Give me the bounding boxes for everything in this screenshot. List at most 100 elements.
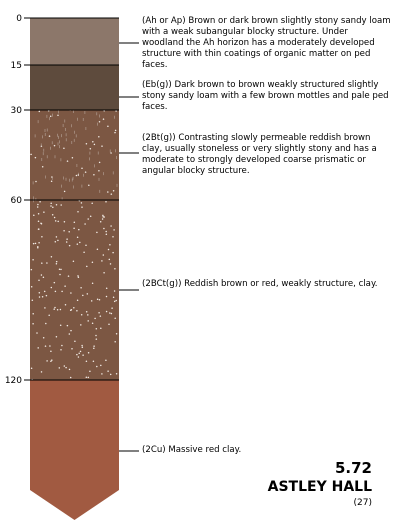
stone-dot — [86, 293, 89, 295]
horizon-ah-description: (Ah or Ap) Brown or dark brown slightly … — [142, 16, 391, 70]
stone-dot — [98, 136, 100, 138]
stone-dot — [68, 368, 71, 371]
stone-dot — [109, 243, 111, 246]
stone-dot — [110, 193, 113, 195]
stone-dot — [91, 322, 94, 325]
stone-dot — [38, 296, 41, 298]
stone-dot — [101, 145, 103, 147]
stone-dot — [109, 263, 112, 265]
stone-dot — [38, 291, 41, 294]
stone-dot — [78, 352, 80, 355]
horizon-2cu — [30, 380, 119, 520]
stone-dot — [114, 341, 116, 343]
stone-dot — [80, 314, 83, 316]
depth-label-30: 30 — [10, 106, 22, 116]
stone-dot — [40, 274, 43, 276]
stone-dot — [76, 243, 79, 245]
stone-dot — [91, 261, 94, 263]
stone-dot — [72, 260, 75, 263]
stone-dot — [98, 299, 101, 301]
stone-dot — [82, 354, 84, 356]
stone-dot — [50, 202, 52, 204]
horizon-2bt — [30, 110, 119, 200]
stone-dot — [41, 262, 43, 264]
stone-dot — [37, 247, 39, 249]
stone-dot — [85, 311, 88, 313]
stone-dot — [66, 324, 69, 327]
stone-dot — [103, 216, 105, 218]
stone-dot — [40, 222, 42, 224]
stone-dot — [87, 376, 90, 379]
depth-ticks — [24, 17, 119, 381]
stone-dot — [61, 290, 63, 293]
stone-dot — [42, 336, 45, 339]
stone-dot — [70, 292, 72, 294]
stone-dot — [55, 263, 58, 265]
stone-dot — [48, 314, 50, 317]
stone-dot — [80, 202, 83, 204]
stone-dot — [77, 356, 80, 358]
stone-dot — [102, 214, 104, 217]
stone-dot — [37, 212, 40, 215]
stone-dot — [92, 140, 94, 143]
stone-dot — [113, 290, 116, 292]
stone-dot — [113, 229, 115, 231]
stone-dot — [114, 268, 116, 270]
stone-dot — [81, 344, 83, 347]
stone-dot — [85, 244, 87, 247]
stone-dot — [57, 239, 59, 242]
horizon-2bt-description: (2Bt(g)) Contrasting slowly permeable re… — [142, 133, 377, 176]
stone-dot — [56, 309, 59, 311]
stone-dot — [80, 286, 82, 289]
stone-dot — [41, 235, 43, 238]
stone-dot — [82, 294, 84, 297]
stone-dot — [37, 245, 39, 248]
stone-dot — [39, 201, 41, 203]
stone-dot — [55, 204, 58, 206]
stone-dot — [68, 244, 71, 247]
stone-dot — [90, 300, 93, 302]
stone-dot — [98, 120, 101, 123]
stone-dot — [50, 180, 53, 183]
stone-dot — [76, 299, 79, 301]
stone-dot — [108, 323, 110, 325]
stone-dot — [40, 371, 43, 373]
depth-label-15: 15 — [10, 61, 22, 71]
stone-dot — [76, 353, 78, 356]
stone-dot — [66, 238, 68, 240]
stone-dot — [51, 359, 53, 361]
horizon-2bct-description: (2BCt(g)) Reddish brown or red, weakly s… — [142, 279, 378, 289]
stone-dot — [59, 308, 62, 311]
stone-dot — [50, 350, 52, 352]
stone-dot — [102, 254, 105, 256]
stone-dot — [93, 345, 95, 347]
stone-dot — [53, 216, 56, 219]
stone-dot — [43, 211, 45, 213]
stone-dot — [32, 258, 34, 261]
stone-dot — [80, 324, 82, 326]
stone-dot — [95, 338, 98, 340]
stone-dot — [93, 174, 95, 176]
stone-dot — [34, 242, 37, 245]
stone-dot — [93, 347, 95, 350]
stone-dot — [110, 312, 113, 315]
stone-dot — [101, 260, 103, 262]
stone-dot — [50, 205, 52, 207]
stone-dot — [77, 211, 79, 213]
stone-dot — [37, 203, 39, 206]
stone-dot — [54, 240, 57, 243]
stone-dot — [66, 160, 69, 162]
stone-dot — [109, 312, 111, 314]
stone-dot — [30, 285, 33, 288]
stone-dot — [44, 307, 46, 309]
stone-dot — [70, 329, 72, 332]
stone-dot — [55, 236, 58, 238]
stone-dot — [109, 373, 112, 376]
stone-dot — [103, 272, 105, 274]
stone-dot — [87, 351, 90, 354]
stone-dot — [53, 144, 56, 147]
stone-dot — [105, 233, 108, 236]
depth-label-60: 60 — [10, 196, 22, 206]
stone-dot — [114, 131, 116, 134]
stone-dot — [87, 218, 89, 220]
